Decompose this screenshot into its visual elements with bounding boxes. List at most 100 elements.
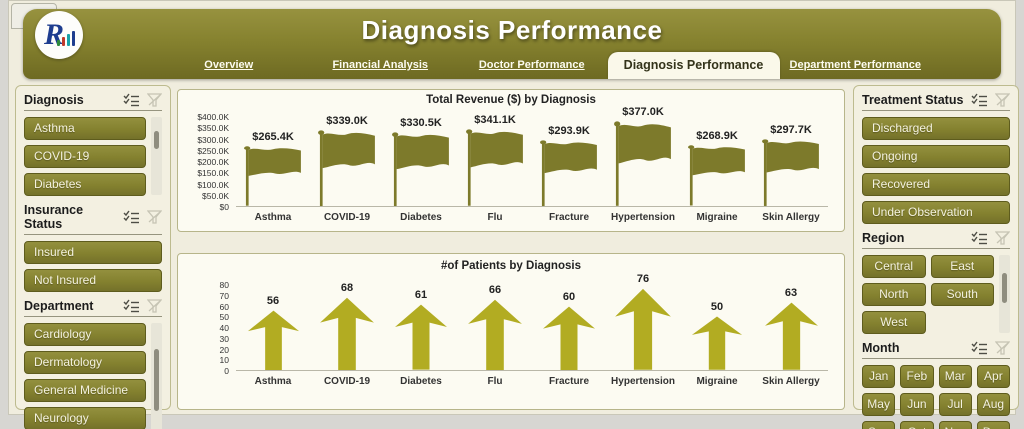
tab-department-performance[interactable]: Department Performance	[789, 59, 921, 71]
month-option-jan[interactable]: Jan	[862, 365, 896, 388]
funnel-clear-icon[interactable]	[147, 93, 162, 107]
arrow-marker-skin-allergy	[764, 302, 818, 370]
tab-doctor-performance[interactable]: Doctor Performance	[478, 59, 585, 71]
category-label-migraine: Migraine	[696, 212, 738, 223]
department-scrollbar[interactable]	[151, 323, 162, 429]
flag-marker-diabetes	[392, 131, 449, 206]
category-label-hypertension: Hypertension	[611, 376, 675, 387]
y-axis-tick: 0	[224, 366, 229, 376]
y-axis-tick: $400.0K	[197, 112, 229, 122]
checklist-icon[interactable]	[123, 299, 140, 313]
y-axis-tick: $200.0K	[197, 157, 229, 167]
month-option-nov[interactable]: Nov	[938, 421, 972, 429]
month-option-jun[interactable]: Jun	[900, 393, 934, 416]
flag-marker-fracture	[540, 140, 597, 206]
data-label-migraine: $268.9K	[696, 130, 738, 143]
month-option-jul[interactable]: Jul	[938, 393, 972, 416]
department-option-dermatology[interactable]: Dermatology	[24, 351, 146, 374]
month-option-aug[interactable]: Aug	[976, 393, 1010, 416]
arrow-marker-asthma	[247, 310, 299, 370]
diagnosis-scrollbar[interactable]	[151, 117, 162, 195]
funnel-clear-icon[interactable]	[147, 210, 162, 224]
data-label-covid-19: $339.0K	[326, 114, 368, 127]
flag-marker-asthma	[244, 146, 301, 206]
left-filter-panel: Diagnosis Asthma COVID-19 Diabetes Insuran…	[15, 85, 171, 429]
data-label-diabetes: 61	[414, 289, 428, 302]
diagnosis-option-covid-19[interactable]: COVID-19	[24, 145, 146, 168]
tab-overview[interactable]: Overview	[204, 59, 254, 71]
checklist-icon[interactable]	[123, 210, 140, 224]
y-axis-tick: 80	[219, 280, 229, 290]
y-axis-tick: 40	[219, 323, 229, 333]
data-label-flu: $341.1K	[474, 114, 516, 127]
insurance-option-insured[interactable]: Insured	[24, 241, 162, 264]
slicer-insurance-status: Insurance Status Insured Not Insured	[24, 203, 162, 292]
category-label-skin-allergy: Skin Allergy	[762, 212, 820, 223]
tab-diagnosis-performance[interactable]: Diagnosis Performance	[607, 52, 780, 79]
slicer-title-region: Region	[862, 231, 905, 245]
checklist-icon[interactable]	[123, 93, 140, 107]
flag-marker-covid-19	[318, 130, 375, 206]
checklist-icon[interactable]	[971, 93, 988, 107]
category-label-hypertension: Hypertension	[611, 212, 675, 223]
category-label-covid-19: COVID-19	[323, 212, 371, 223]
region-scrollbar[interactable]	[999, 255, 1010, 333]
checklist-icon[interactable]	[971, 231, 988, 245]
treatment-option-ongoing[interactable]: Ongoing	[862, 145, 1010, 168]
checklist-icon[interactable]	[971, 341, 988, 355]
region-option-west[interactable]: West	[862, 311, 926, 334]
month-option-oct[interactable]: Oct	[900, 421, 934, 429]
region-option-south[interactable]: South	[930, 283, 994, 306]
data-label-covid-19: 68	[340, 281, 354, 294]
chart-title: Total Revenue ($) by Diagnosis	[426, 94, 596, 106]
arrow-marker-covid-19	[320, 297, 374, 370]
diagnosis-option-asthma[interactable]: Asthma	[24, 117, 146, 140]
x-axis-line	[236, 370, 828, 371]
y-axis-tick: $350.0K	[197, 123, 229, 134]
month-option-apr[interactable]: Apr	[976, 365, 1010, 388]
month-option-dec[interactable]: Dec	[976, 421, 1010, 429]
department-option-general-medicine[interactable]: General Medicine	[24, 379, 146, 402]
month-option-sep[interactable]: Sep	[862, 421, 896, 429]
region-option-central[interactable]: Central	[862, 255, 926, 278]
slicer-diagnosis: Diagnosis Asthma COVID-19 Diabetes	[24, 93, 162, 196]
diagnosis-option-diabetes[interactable]: Diabetes	[24, 173, 146, 196]
slicer-treatment-status: Treatment Status Discharged Ongoing Recove…	[862, 93, 1010, 224]
month-option-feb[interactable]: Feb	[900, 365, 934, 388]
arrow-marker-migraine	[691, 316, 743, 370]
slicer-title-insurance: Insurance Status	[24, 203, 84, 231]
chart-patients-by-diagnosis: #of Patients by Diagnosis 80 70 60 50 40 30 20 1…	[177, 253, 845, 410]
y-axis-tick: $250.0K	[197, 145, 229, 156]
department-option-neurology[interactable]: Neurology	[24, 407, 146, 429]
region-option-north[interactable]: North	[862, 283, 926, 306]
data-label-hypertension: $377.0K	[622, 106, 664, 119]
y-axis-tick: $100.0K	[197, 179, 229, 190]
tab-financial-analysis[interactable]: Financial Analysis	[332, 59, 429, 71]
data-label-asthma: $265.4K	[252, 131, 294, 144]
category-label-covid-19: COVID-19	[323, 376, 371, 387]
y-axis-tick: $300.0K	[197, 134, 229, 145]
flag-marker-skin-allergy	[762, 139, 819, 206]
x-axis-line	[236, 206, 828, 207]
nav-tabs: Overview Financial Analysis Doctor Perform…	[23, 52, 1001, 79]
region-option-east[interactable]: East	[930, 255, 994, 278]
treatment-option-recovered[interactable]: Recovered	[862, 173, 1010, 196]
flag-marker-flu	[466, 129, 523, 206]
flag-marker-hypertension	[614, 121, 671, 206]
funnel-clear-icon[interactable]	[995, 341, 1010, 355]
funnel-clear-icon[interactable]	[147, 299, 162, 313]
funnel-clear-icon[interactable]	[995, 93, 1010, 107]
data-label-diabetes: $330.5K	[400, 116, 442, 129]
treatment-option-under-observation[interactable]: Under Observation	[862, 201, 1010, 224]
data-label-fracture: 60	[562, 290, 576, 303]
month-option-may[interactable]: May	[862, 393, 896, 416]
data-label-flu: 66	[488, 284, 502, 297]
y-axis-tick: 10	[219, 355, 229, 366]
data-label-asthma: 56	[266, 294, 280, 307]
insurance-option-not-insured[interactable]: Not Insured	[24, 269, 162, 292]
arrow-marker-diabetes	[395, 305, 447, 370]
funnel-clear-icon[interactable]	[995, 231, 1010, 245]
department-option-cardiology[interactable]: Cardiology	[24, 323, 146, 346]
treatment-option-discharged[interactable]: Discharged	[862, 117, 1010, 140]
month-option-mar[interactable]: Mar	[938, 365, 972, 388]
